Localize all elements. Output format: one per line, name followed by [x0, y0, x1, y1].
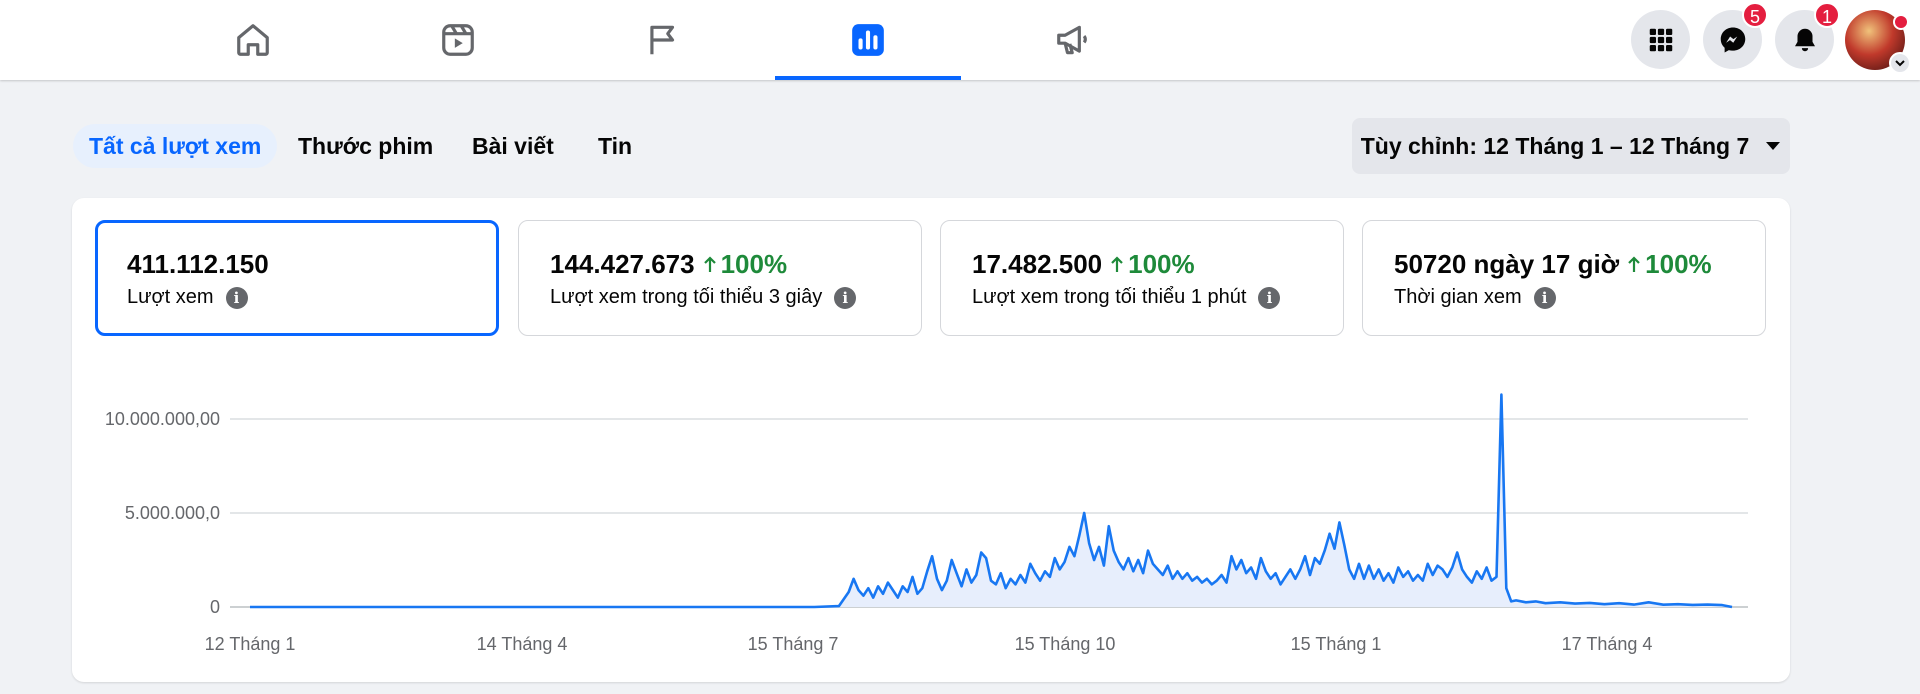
- metric-card-views[interactable]: 411.112.150 Lượt xem i: [95, 220, 499, 336]
- x-tick-label: 15 Tháng 1: [1291, 634, 1382, 654]
- caret-down-icon: [1766, 142, 1781, 150]
- megaphone-icon: [1057, 25, 1087, 55]
- top-navigation: 5 1: [0, 0, 1920, 80]
- info-icon[interactable]: i: [834, 286, 857, 309]
- messenger-button[interactable]: 5: [1703, 2, 1768, 69]
- metric-change: 100%: [1645, 249, 1712, 279]
- date-range-dropdown[interactable]: Tùy chỉnh: 12 Tháng 1 – 12 Tháng 7: [1352, 118, 1790, 174]
- metric-card-3s-views[interactable]: 144.427.673 100% Lượt xem trong tối thiể…: [518, 220, 922, 336]
- menu-button[interactable]: [1631, 10, 1690, 69]
- metric-value: 50720 ngày 17 giờ: [1394, 249, 1620, 279]
- nav-tab-reels[interactable]: [365, 0, 551, 80]
- metric-value: 411.112.150: [127, 249, 269, 279]
- messenger-icon: [1720, 27, 1745, 52]
- reels-icon: [442, 24, 474, 56]
- bell-icon: [1794, 28, 1815, 51]
- metric-card-1min-views[interactable]: 17.482.500 100% Lượt xem trong tối thiểu…: [940, 220, 1344, 336]
- metric-value: 17.482.500: [972, 249, 1103, 279]
- x-tick-label: 15 Tháng 10: [1015, 634, 1116, 654]
- info-icon[interactable]: i: [1258, 286, 1281, 309]
- date-range-label: Tùy chỉnh: 12 Tháng 1 – 12 Tháng 7: [1360, 132, 1750, 159]
- y-tick-label: 5.000.000,0: [125, 503, 220, 523]
- profile-avatar[interactable]: [1845, 10, 1911, 74]
- views-chart: 0 5.000.000,0 10.000.000,00 12 Tháng 1 14 Th…: [105, 393, 1748, 654]
- metric-label: Thời gian xem: [1394, 286, 1522, 308]
- arrow-up-icon: [1111, 256, 1123, 272]
- nav-tab-ads[interactable]: [980, 0, 1166, 80]
- metric-label: Lượt xem trong tối thiểu 3 giây: [550, 286, 823, 308]
- x-tick-label: 17 Tháng 4: [1562, 634, 1653, 654]
- nav-tab-home[interactable]: [160, 0, 346, 80]
- home-icon: [237, 24, 269, 56]
- y-tick-label: 0: [210, 597, 220, 617]
- series-line: [250, 393, 1733, 609]
- filter-tab-reels[interactable]: Thước phim: [298, 133, 434, 159]
- notifications-badge: 1: [1813, 2, 1840, 28]
- chevron-down-icon: [1895, 60, 1905, 67]
- filter-tab-all-views[interactable]: Tất cả lượt xem: [73, 124, 278, 168]
- arrow-up-icon: [1628, 256, 1640, 272]
- metric-change: 100%: [720, 249, 788, 279]
- info-icon[interactable]: i: [225, 286, 248, 309]
- x-tick-label: 14 Tháng 4: [477, 634, 568, 654]
- nav-tab-insights[interactable]: [775, 0, 961, 80]
- nav-tab-pages[interactable]: [570, 0, 756, 80]
- filter-tab-stories[interactable]: Tin: [598, 133, 633, 159]
- info-icon[interactable]: i: [1533, 286, 1556, 309]
- x-tick-label: 12 Tháng 1: [205, 634, 296, 654]
- metric-card-watch-time[interactable]: 50720 ngày 17 giờ 100% Thời gian xem i: [1362, 220, 1766, 336]
- flag-icon: [650, 25, 675, 55]
- status-dot: [1893, 14, 1909, 30]
- x-tick-label: 15 Tháng 7: [748, 634, 839, 654]
- messenger-badge: 5: [1741, 2, 1768, 28]
- grid-menu-icon: [1649, 28, 1672, 51]
- bar-chart-icon: [852, 24, 884, 56]
- insights-card: 411.112.150 Lượt xem i 144.427.673 100% L…: [72, 198, 1790, 682]
- notifications-button[interactable]: 1: [1775, 2, 1840, 69]
- y-tick-label: 10.000.000,00: [105, 409, 220, 429]
- metric-value: 144.427.673: [550, 249, 695, 279]
- metric-label: Lượt xem trong tối thiểu 1 phút: [972, 286, 1247, 308]
- metric-change: 100%: [1128, 249, 1195, 279]
- metric-label: Lượt xem: [127, 286, 214, 308]
- filter-tab-posts[interactable]: Bài viết: [472, 133, 554, 159]
- arrow-up-icon: [703, 256, 716, 272]
- account-chevron[interactable]: [1889, 52, 1911, 74]
